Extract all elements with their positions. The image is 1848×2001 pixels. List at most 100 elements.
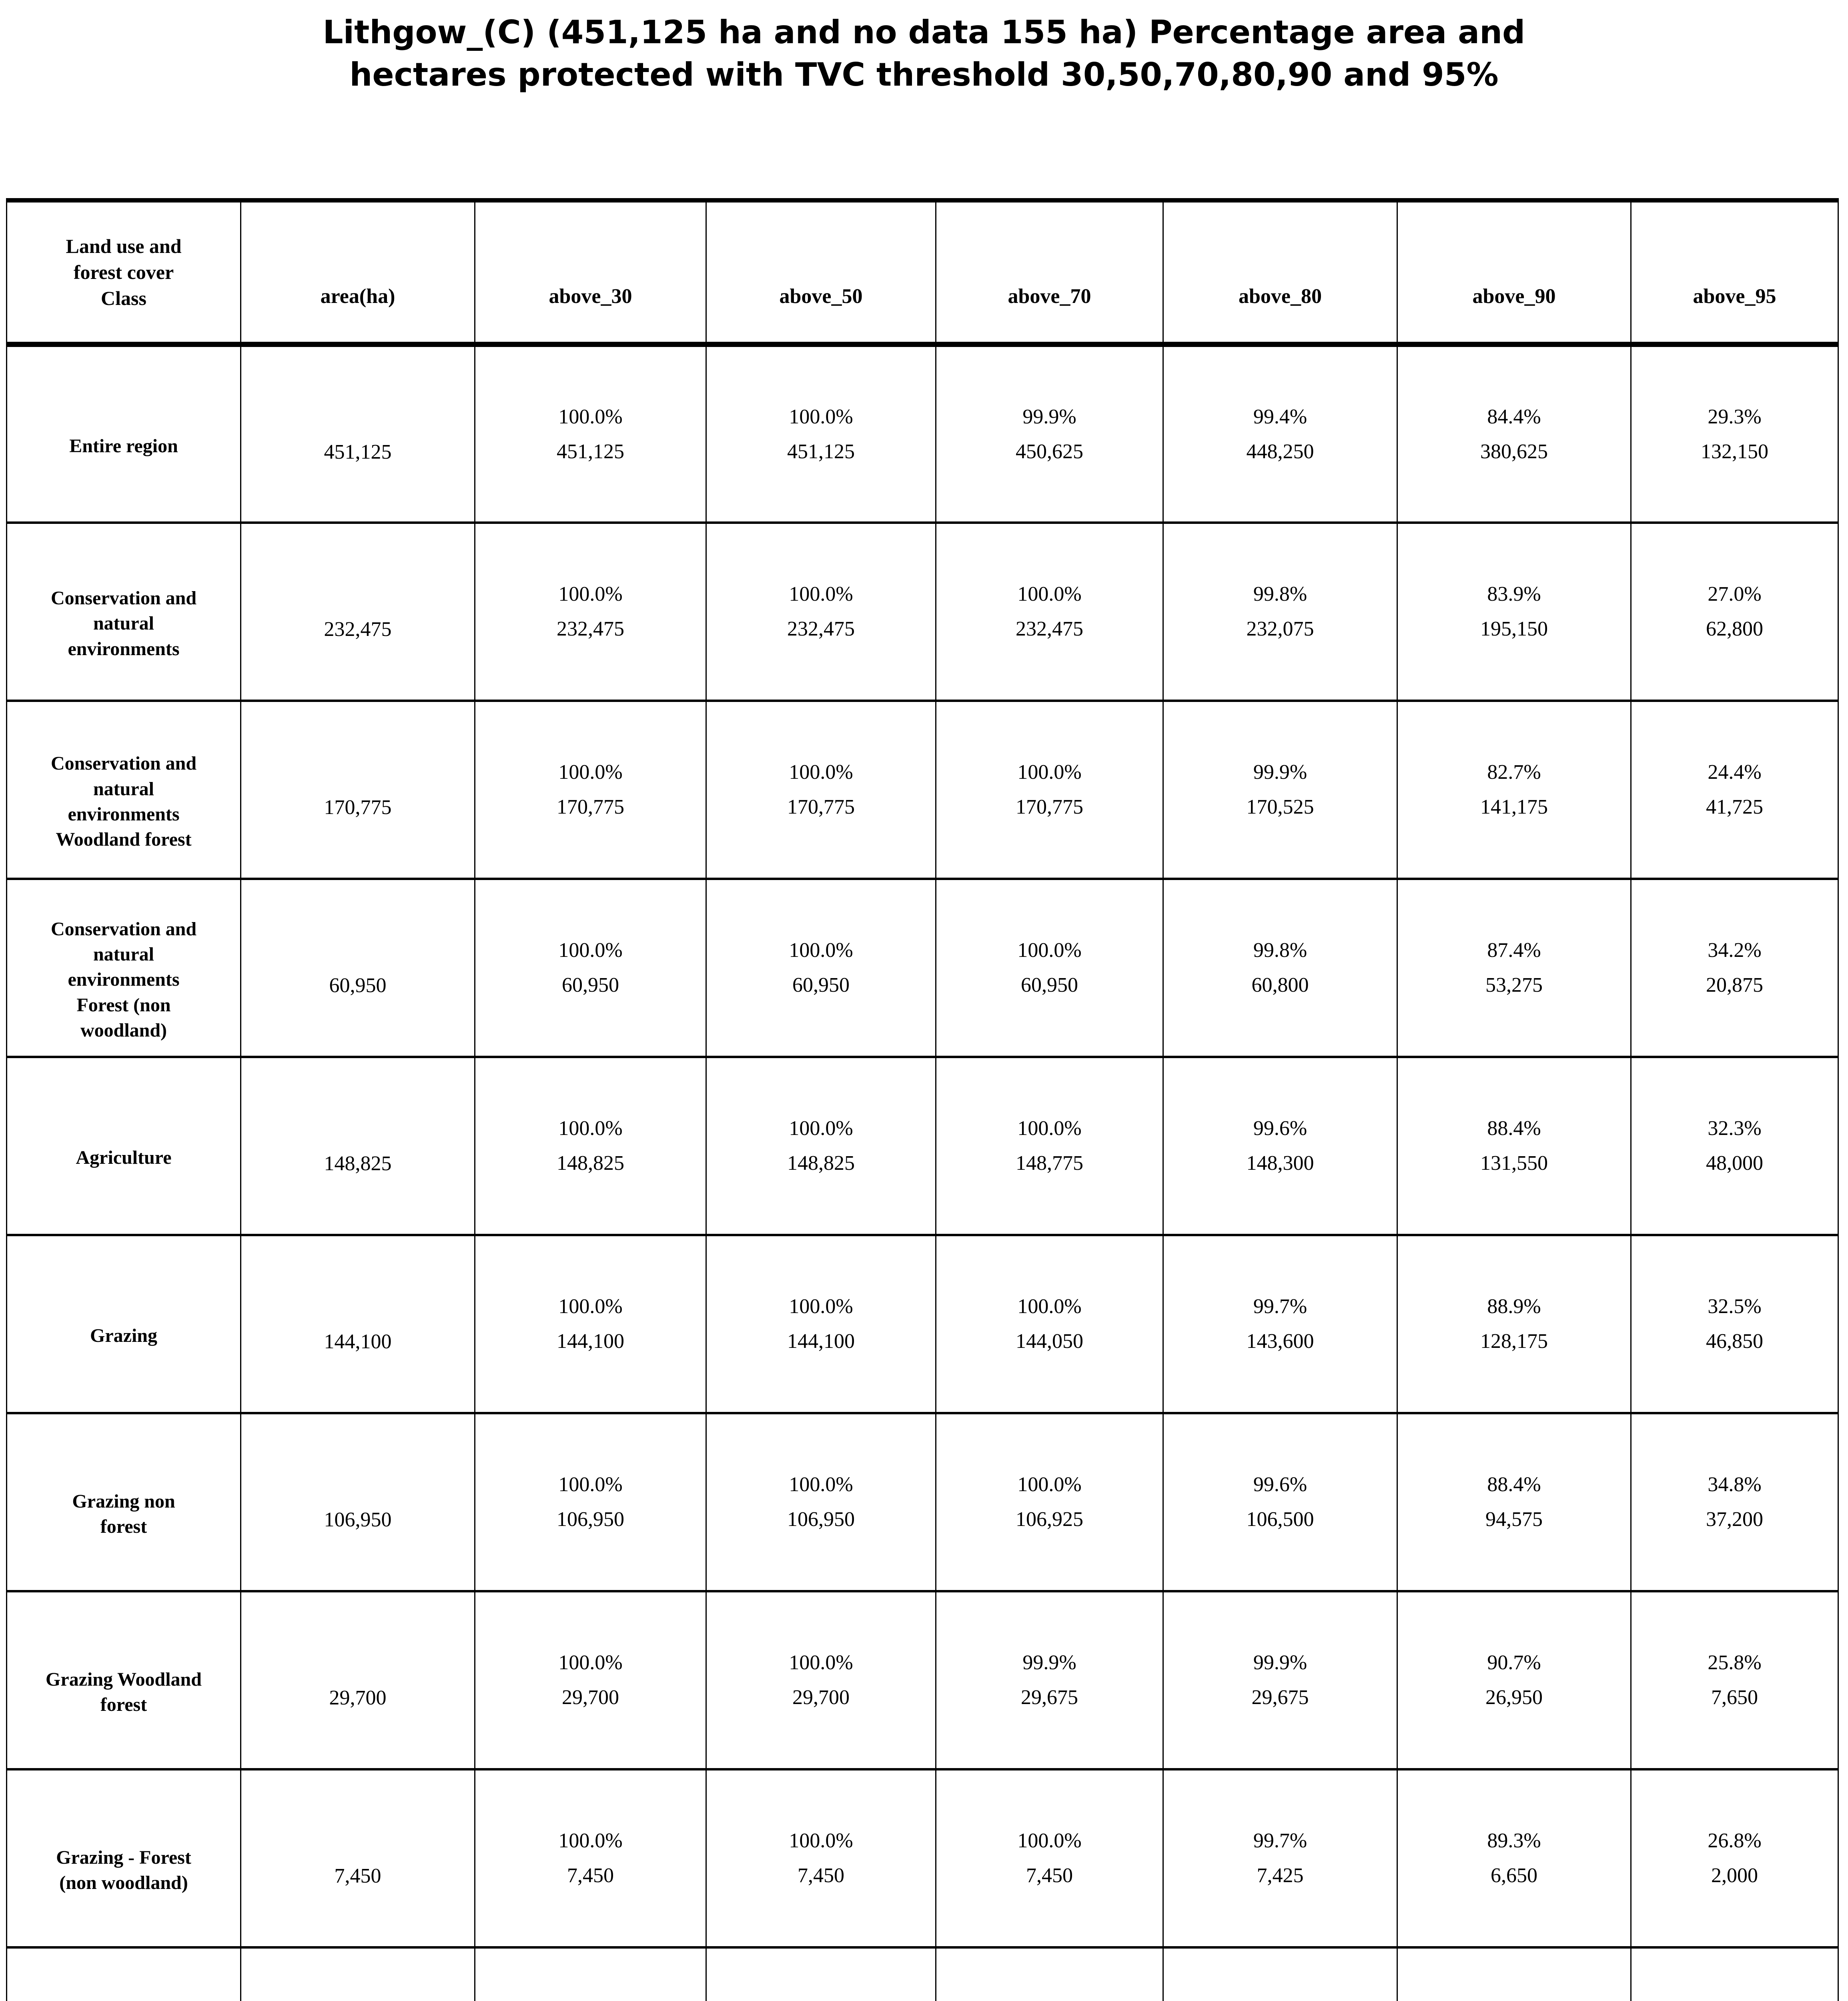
row-label: Agriculture: [6, 1055, 241, 1235]
page-title-line2: hectares protected with TVC threshold 30…: [349, 56, 1499, 93]
hectares-value: 232,475: [557, 618, 624, 640]
hectares-value: 7,650: [1711, 1686, 1758, 1709]
hectares-value: 60,800: [1251, 974, 1309, 996]
hectares-value: 450,625: [1016, 440, 1083, 463]
page-title-line1: Lithgow_(C) (451,125 ha and no data 155 …: [323, 14, 1525, 51]
hectares-value: 29,700: [792, 1686, 850, 1709]
threshold-cell-above-70: 99.9% 29,675: [935, 1590, 1164, 1769]
table-row: Conservation and natural environments 23…: [6, 521, 1839, 701]
hectares-value: 448,250: [1246, 440, 1314, 463]
area-value: 4,675: [240, 1946, 475, 2001]
threshold-cell-above-50: 100.0% 170,775: [706, 699, 936, 879]
hectares-value: 106,950: [557, 1508, 624, 1531]
threshold-cell-above-50: 100.0% 7,450: [706, 1768, 936, 1947]
column-header-class: Land use and forest cover Class: [6, 200, 241, 347]
threshold-cell-above-95: 24.6% 1,150: [1630, 1946, 1839, 2001]
threshold-cell-above-50: 100.0% 148,825: [706, 1055, 936, 1235]
hectares-value: 6,650: [1491, 1864, 1537, 1887]
hectares-value: 48,000: [1706, 1152, 1763, 1175]
threshold-cell-above-80: 99.9% 170,525: [1163, 699, 1398, 879]
percent-value: 100.0%: [789, 939, 853, 962]
threshold-cell-above-30: 100.0% 144,100: [474, 1233, 707, 1413]
threshold-cell-above-90: 87.4% 53,275: [1397, 877, 1632, 1057]
percent-value: 100.0%: [1017, 939, 1082, 962]
percent-value: 100.0%: [1017, 1473, 1082, 1496]
threshold-cell-above-70: 100.0% 60,950: [935, 877, 1164, 1057]
threshold-cell-above-70: 100.0% 148,775: [935, 1055, 1164, 1235]
row-label: Grazing non forest: [6, 1412, 241, 1591]
percent-value: 87.4%: [1487, 939, 1541, 962]
percent-value: 90.7%: [1487, 1651, 1541, 1674]
area-value: 232,475: [240, 521, 475, 701]
hectares-value: 232,075: [1246, 618, 1314, 640]
threshold-cell-above-90: 88.4% 131,550: [1397, 1055, 1632, 1235]
hectares-value: 132,150: [1701, 440, 1768, 463]
threshold-cell-above-90: 89.3% 6,650: [1397, 1768, 1632, 1947]
threshold-cell-above-50: 100.0% 4,675: [706, 1946, 936, 2001]
hectares-value: 7,450: [567, 1864, 614, 1887]
threshold-cell-above-80: 99.6% 148,300: [1163, 1055, 1398, 1235]
percent-value: 100.0%: [558, 1117, 623, 1140]
threshold-cell-above-80: 99.5% 4,650: [1163, 1946, 1398, 2001]
table-row: Grazing - Forest (non woodland) 7,450 10…: [6, 1768, 1839, 1947]
hectares-value: 60,950: [792, 974, 850, 996]
table-header: Land use and forest cover Class area(ha)…: [6, 200, 1839, 347]
percent-value: 100.0%: [558, 1829, 623, 1852]
hectares-value: 7,450: [1026, 1864, 1073, 1887]
threshold-cell-above-95: 27.0% 62,800: [1630, 521, 1839, 701]
row-label: Conservation and natural environments Wo…: [6, 699, 241, 879]
percent-value: 99.9%: [1022, 405, 1076, 428]
hectares-value: 60,950: [562, 974, 619, 996]
threshold-cell-above-30: 100.0% 29,700: [474, 1590, 707, 1769]
table-row: Entire region 451,125 100.0% 451,125 100…: [6, 343, 1839, 523]
page-title: Lithgow_(C) (451,125 ha and no data 155 …: [0, 11, 1848, 96]
hectares-value: 144,100: [787, 1330, 855, 1353]
table-row: Cropping 4,675 100.0% 4,675 100.0% 4,675…: [6, 1946, 1839, 2001]
column-header-above-90: above_90: [1397, 200, 1632, 347]
percent-value: 34.8%: [1708, 1473, 1762, 1496]
table-row: Grazing non forest 106,950 100.0% 106,95…: [6, 1412, 1839, 1591]
hectares-value: 29,700: [562, 1686, 619, 1709]
hectares-value: 7,425: [1257, 1864, 1304, 1887]
row-label: Conservation and natural environments Fo…: [6, 877, 241, 1057]
percent-value: 100.0%: [558, 583, 623, 606]
threshold-cell-above-30: 100.0% 148,825: [474, 1055, 707, 1235]
percent-value: 99.6%: [1253, 1473, 1307, 1496]
percent-value: 82.7%: [1487, 761, 1541, 784]
hectares-value: 26,950: [1485, 1686, 1543, 1709]
threshold-cell-above-30: 100.0% 170,775: [474, 699, 707, 879]
percent-value: 100.0%: [789, 1651, 853, 1674]
threshold-cell-above-80: 99.4% 448,250: [1163, 343, 1398, 523]
column-header-above-95: above_95: [1630, 200, 1839, 347]
hectares-value: 232,475: [787, 618, 855, 640]
row-label: Grazing Woodland forest: [6, 1590, 241, 1769]
area-value: 106,950: [240, 1412, 475, 1591]
hectares-value: 128,175: [1480, 1330, 1548, 1353]
threshold-cell-above-95: 26.8% 2,000: [1630, 1768, 1839, 1947]
table-header-row: Land use and forest cover Class area(ha)…: [6, 200, 1839, 347]
threshold-cell-above-95: 24.4% 41,725: [1630, 699, 1839, 879]
threshold-cell-above-80: 99.9% 29,675: [1163, 1590, 1398, 1769]
threshold-cell-above-95: 32.3% 48,000: [1630, 1055, 1839, 1235]
table-row: Grazing Woodland forest 29,700 100.0% 29…: [6, 1590, 1839, 1769]
threshold-cell-above-50: 100.0% 451,125: [706, 343, 936, 523]
threshold-cell-above-50: 100.0% 106,950: [706, 1412, 936, 1591]
threshold-cell-above-50: 100.0% 29,700: [706, 1590, 936, 1769]
data-table: Land use and forest cover Class area(ha)…: [6, 198, 1839, 2001]
percent-value: 24.4%: [1708, 761, 1762, 784]
threshold-cell-above-30: 100.0% 7,450: [474, 1768, 707, 1947]
hectares-value: 106,925: [1016, 1508, 1083, 1531]
percent-value: 100.0%: [789, 405, 853, 428]
percent-value: 99.9%: [1022, 1651, 1076, 1674]
threshold-cell-above-80: 99.8% 232,075: [1163, 521, 1398, 701]
column-header-area: area(ha): [240, 200, 475, 347]
threshold-cell-above-80: 99.8% 60,800: [1163, 877, 1398, 1057]
hectares-value: 451,125: [557, 440, 624, 463]
percent-value: 99.7%: [1253, 1295, 1307, 1318]
hectares-value: 195,150: [1480, 618, 1548, 640]
percent-value: 100.0%: [1017, 761, 1082, 784]
threshold-cell-above-90: 88.9% 128,175: [1397, 1233, 1632, 1413]
threshold-cell-above-50: 100.0% 232,475: [706, 521, 936, 701]
percent-value: 34.2%: [1708, 939, 1762, 962]
hectares-value: 148,825: [787, 1152, 855, 1175]
